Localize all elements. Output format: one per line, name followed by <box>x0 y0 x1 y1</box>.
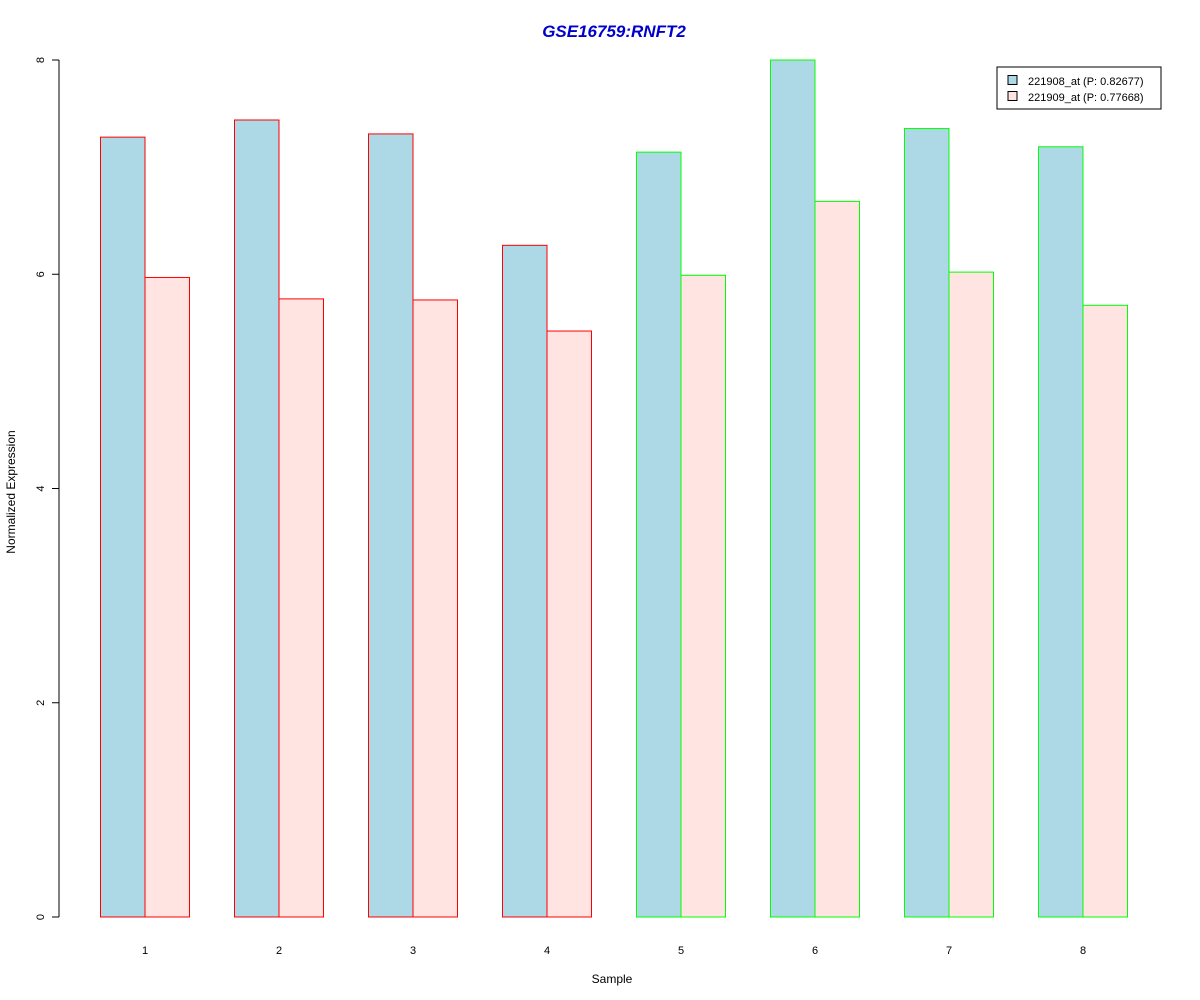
bar-sample-8-series-1 <box>1038 146 1084 918</box>
bar-sample-6-series-2 <box>814 200 860 918</box>
bar-sample-1-series-1 <box>100 136 146 918</box>
bar-sample-2-series-1 <box>234 119 280 918</box>
x-tick-label: 6 <box>812 945 818 957</box>
x-tick-label: 5 <box>678 945 684 957</box>
bar-sample-4-series-2 <box>546 330 592 918</box>
bar-sample-7-series-2 <box>948 271 994 918</box>
x-tick-label: 8 <box>1080 945 1086 957</box>
bar-sample-6-series-1 <box>770 59 816 918</box>
bar-sample-4-series-1 <box>502 244 548 918</box>
legend-swatch-series-2 <box>1007 91 1018 101</box>
y-tick-label: 2 <box>35 700 47 706</box>
legend-swatch-series-1 <box>1007 75 1018 85</box>
x-tick-label: 7 <box>946 945 952 957</box>
x-tick-label: 3 <box>410 945 416 957</box>
bar-sample-5-series-1 <box>636 151 682 918</box>
bar-sample-3-series-2 <box>412 299 458 918</box>
y-tick-label: 8 <box>35 57 47 63</box>
legend: 221908_at (P: 0.82677) 221909_at (P: 0.7… <box>996 66 1162 110</box>
bar-sample-2-series-2 <box>278 298 324 918</box>
bar-sample-7-series-1 <box>904 128 950 918</box>
y-axis: 0 2 4 6 8 <box>35 57 60 920</box>
legend-box <box>996 66 1162 110</box>
x-axis: 1 2 3 4 5 6 7 8 <box>142 945 1086 957</box>
legend-label-series-1: 221908_at (P: 0.82677) <box>1028 76 1144 88</box>
bar-sample-3-series-1 <box>368 133 414 918</box>
y-tick-label: 0 <box>35 914 47 920</box>
y-tick-label: 6 <box>35 271 47 277</box>
bar-sample-1-series-2 <box>144 276 190 918</box>
y-axis-label: Normalized Expression <box>4 430 18 553</box>
y-tick-label: 4 <box>35 485 47 491</box>
bars <box>100 59 1128 918</box>
x-axis-label: Sample <box>592 972 633 986</box>
x-tick-label: 4 <box>544 945 550 957</box>
bar-sample-8-series-2 <box>1082 304 1128 918</box>
x-tick-label: 1 <box>142 945 148 957</box>
chart-title: GSE16759:RNFT2 <box>542 22 686 41</box>
x-tick-label: 2 <box>276 945 282 957</box>
bar-sample-5-series-2 <box>680 274 726 918</box>
legend-label-series-2: 221909_at (P: 0.77668) <box>1028 92 1144 104</box>
